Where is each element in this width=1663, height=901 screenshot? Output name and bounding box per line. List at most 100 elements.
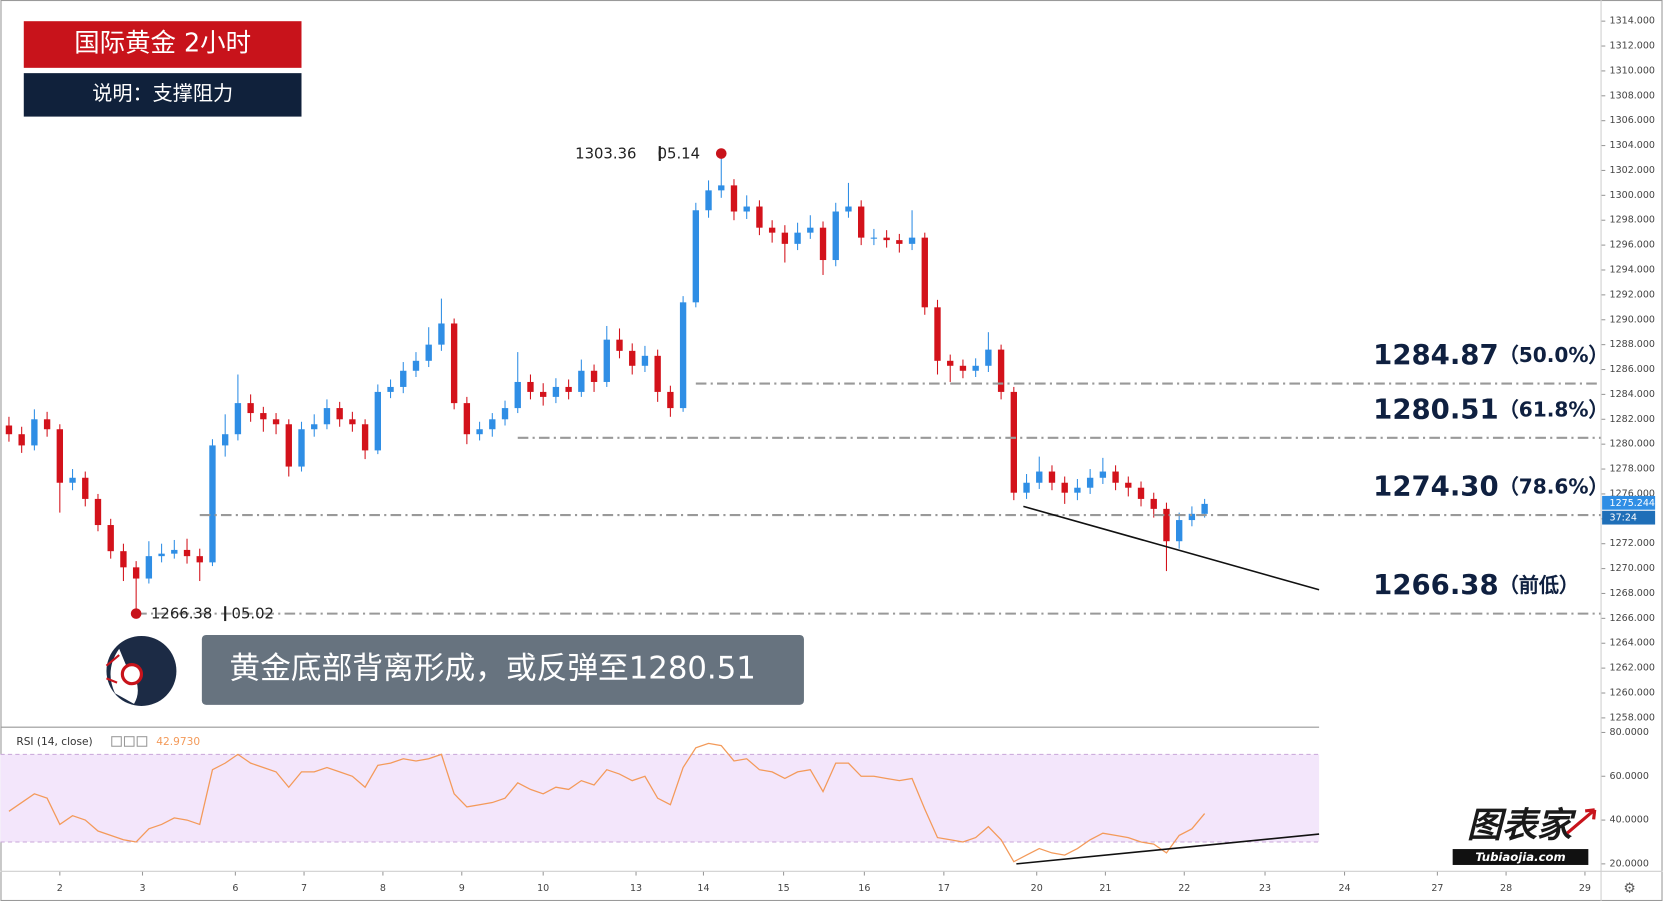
rsi-icon	[123, 736, 135, 747]
candle-body	[578, 370, 585, 392]
y-tick-label: 1290.000	[1610, 314, 1655, 325]
level-ratio: （50.0%）	[1499, 343, 1609, 367]
x-tick-label: 27	[1431, 883, 1443, 894]
subtitle-box	[23, 73, 302, 117]
x-tick-label: 3	[139, 883, 145, 894]
candle-body	[718, 185, 725, 191]
candle-body	[540, 391, 547, 397]
y-tick-label: 1270.000	[1610, 563, 1655, 574]
level-value: 1274.30	[1373, 471, 1498, 503]
y-tick-label: 1298.000	[1610, 215, 1655, 226]
candle-body	[171, 549, 178, 554]
y-tick-label: 1292.000	[1610, 289, 1655, 300]
y-tick-label: 1268.000	[1610, 588, 1655, 599]
candle-body	[336, 408, 343, 420]
candle-body	[5, 425, 13, 435]
candle-body	[1175, 520, 1183, 542]
candle-body	[1099, 471, 1107, 478]
logo: 图表家	[1467, 806, 1577, 846]
x-tick-label: 21	[1099, 883, 1111, 894]
candle-body	[489, 419, 496, 430]
y-tick-label: 1314.000	[1610, 16, 1655, 27]
extreme-date: 05.02	[232, 606, 274, 623]
x-tick-label: 22	[1178, 883, 1190, 894]
x-tick-label: 10	[537, 883, 549, 894]
level-value: 1266.38	[1373, 569, 1498, 601]
candle-body	[183, 549, 191, 557]
candle-body	[209, 445, 216, 563]
candle-body	[56, 429, 64, 483]
y-tick-label: 1272.000	[1610, 538, 1655, 549]
candle-body	[1010, 391, 1017, 493]
candle-body	[807, 227, 814, 233]
candle-body	[196, 556, 203, 563]
trend-line	[1023, 505, 1320, 591]
candle-body	[247, 403, 254, 414]
x-tick-label: 2	[57, 883, 63, 894]
candle-body	[705, 190, 712, 211]
candle-body	[1061, 482, 1068, 493]
candle-body	[565, 386, 572, 392]
candle-body	[298, 429, 305, 467]
candle-body	[158, 553, 165, 557]
x-tick-label: 7	[301, 883, 307, 894]
level-ratio: （61.8%）	[1499, 397, 1609, 421]
candle-body	[629, 350, 636, 366]
candle-body	[832, 211, 839, 261]
candle-body	[463, 403, 471, 435]
x-tick-label: 29	[1579, 883, 1591, 894]
candle-body	[654, 355, 661, 392]
candle-body	[260, 413, 267, 420]
candle-body	[1201, 503, 1208, 514]
candle-body	[1137, 487, 1145, 499]
x-tick-label: 16	[858, 883, 870, 894]
level-ratio: （78.6%）	[1499, 474, 1609, 498]
rsi-icon	[136, 736, 148, 747]
rsi-icon	[111, 736, 122, 747]
level-label: 1284.87（50.0%）	[1373, 339, 1609, 371]
candle-body	[692, 210, 700, 303]
candle-body	[1112, 471, 1119, 483]
candle-body	[311, 424, 318, 430]
rsi-line	[8, 742, 1206, 863]
candle-body	[959, 365, 967, 371]
extreme-value: 1266.38	[151, 606, 212, 623]
candle-body	[1048, 471, 1056, 483]
candle-body	[374, 391, 382, 451]
extreme-value: 1303.36	[575, 146, 636, 163]
y-tick-label: 1284.000	[1610, 389, 1655, 400]
rsi-trend-line	[1016, 833, 1320, 865]
candle-body	[1086, 477, 1094, 488]
candle-body	[552, 386, 560, 397]
y-tick-label: 1306.000	[1610, 115, 1655, 126]
candle-body	[18, 434, 25, 446]
rsi-title: RSI (14, close)	[16, 736, 92, 748]
x-tick-label: 17	[938, 883, 950, 894]
candle-body	[107, 525, 114, 552]
candle-body	[1163, 508, 1170, 542]
candle-body	[94, 498, 102, 526]
candle-body	[857, 206, 865, 238]
logo-url: Tubiaojia.com	[1475, 850, 1565, 864]
y-tick-label: 1278.000	[1610, 464, 1655, 475]
y-tick-label: 1308.000	[1610, 90, 1655, 101]
settings-icon[interactable]: ⚙	[1624, 880, 1636, 896]
y-tick-label: 1262.000	[1610, 663, 1655, 674]
candle-body	[743, 206, 750, 212]
level-value: 1284.87	[1373, 339, 1498, 371]
subtitle: 说明：支撑阻力	[92, 81, 233, 105]
x-tick-label: 23	[1259, 883, 1271, 894]
candle-body	[603, 339, 610, 382]
y-tick-label: 1300.000	[1610, 190, 1655, 201]
candle-body	[450, 323, 458, 404]
y-tick-label: 1304.000	[1610, 140, 1655, 151]
candle-body	[349, 419, 356, 425]
countdown-label: 37:24	[1610, 513, 1637, 524]
last-price-tag	[1602, 495, 1656, 510]
rsi-current: 42.9730	[156, 736, 200, 748]
candle-body	[43, 419, 51, 430]
candle-body	[947, 360, 954, 366]
candle-body	[730, 185, 738, 212]
y-tick-label: 1312.000	[1610, 41, 1655, 52]
